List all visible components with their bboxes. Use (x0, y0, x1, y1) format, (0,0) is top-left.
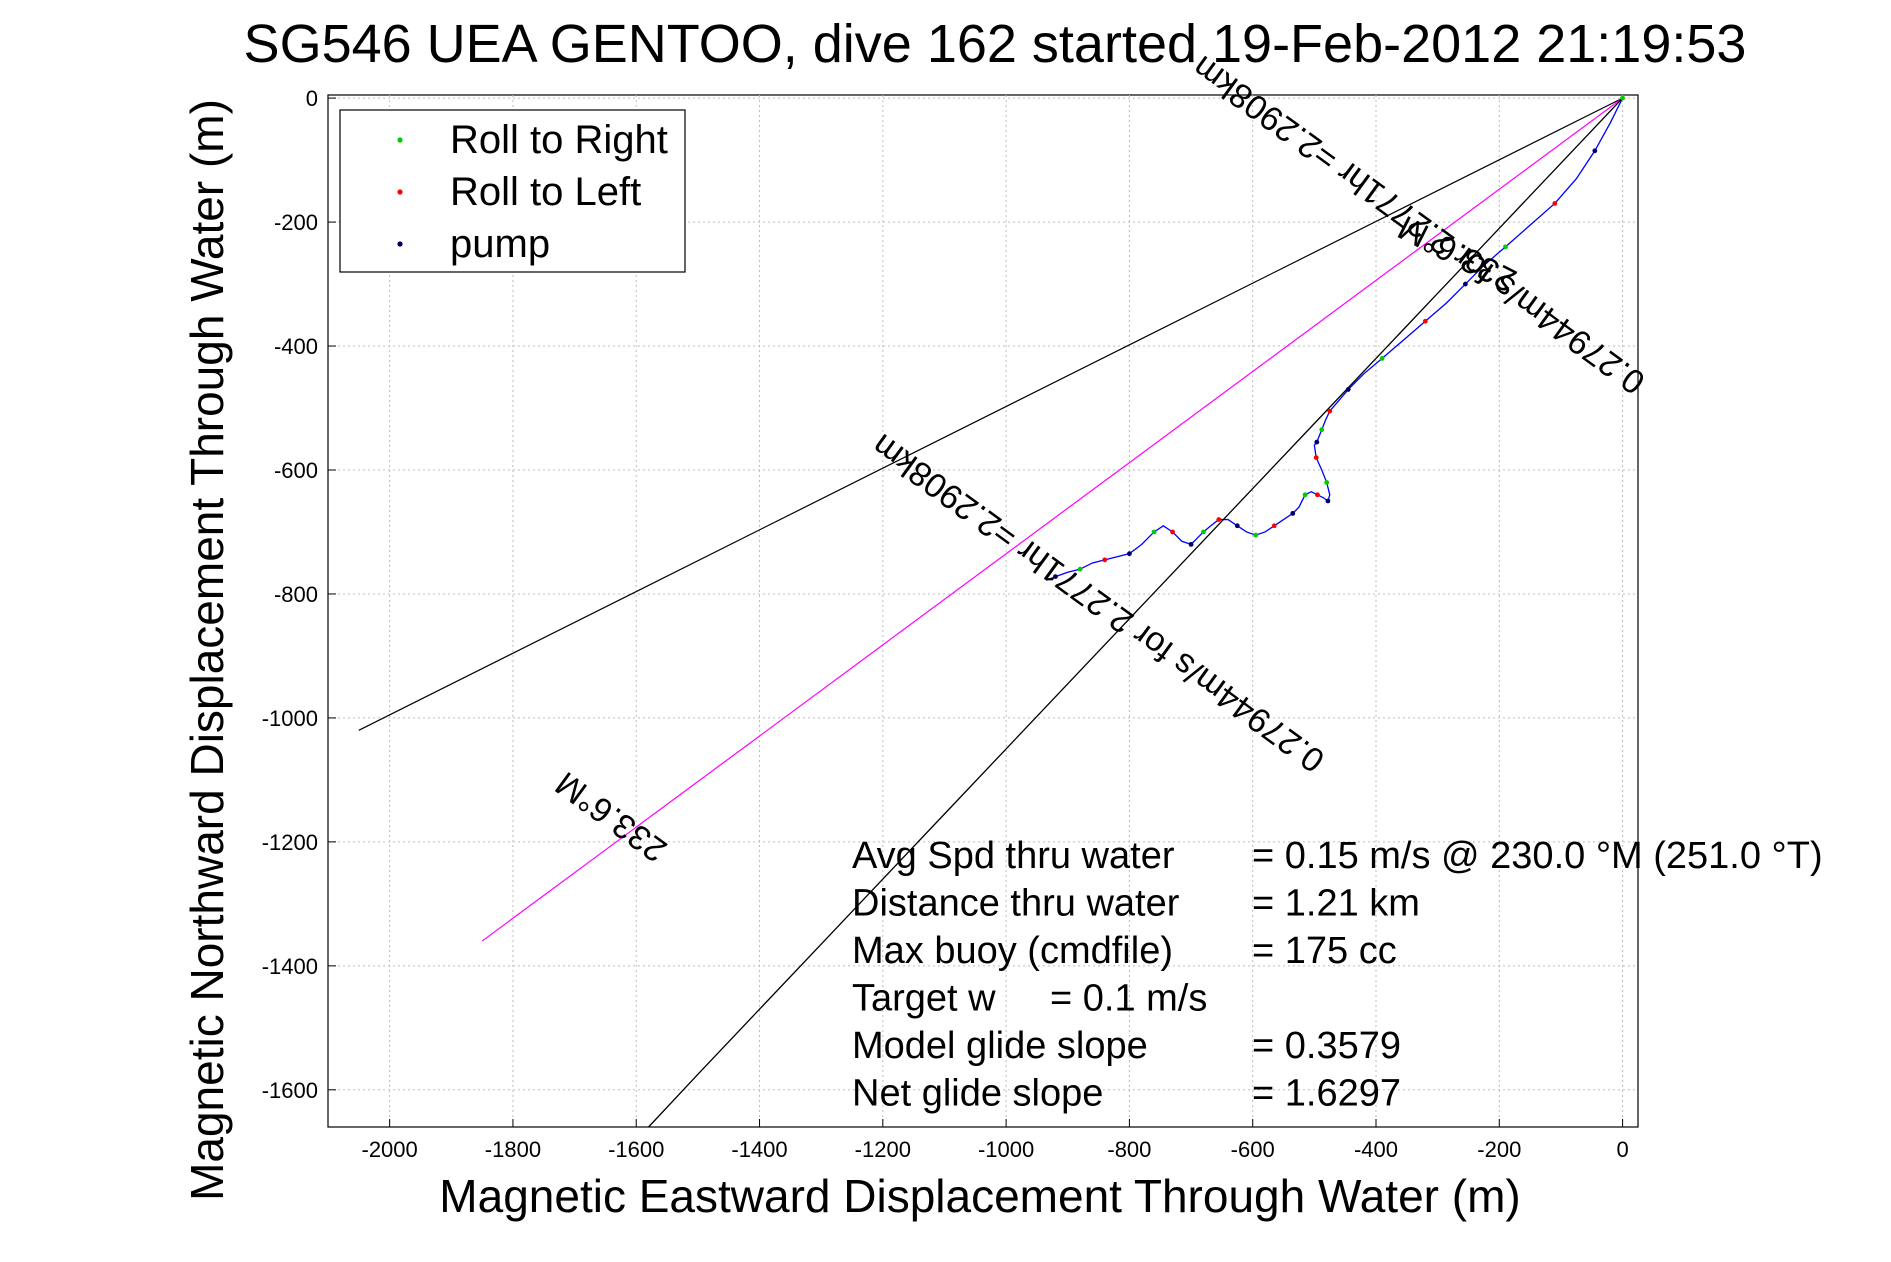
legend-label: Roll to Left (450, 170, 641, 214)
legend: Roll to Right Roll to Left pump (339, 109, 686, 273)
track-point (1592, 148, 1598, 154)
track-point (1327, 408, 1333, 414)
stat-label: Avg Spd thru water (852, 835, 1175, 877)
track-point (1102, 557, 1108, 563)
x-tick-label: -2000 (362, 1137, 418, 1162)
stats-annotations: Avg Spd thru water = 0.15 m/s @ 230.0 °M … (852, 835, 1823, 1115)
x-tick-label: -800 (1107, 1137, 1151, 1162)
y-tick-label: -1400 (262, 954, 318, 979)
chart-title: SG546 UEA GENTOO, dive 162 started 19-Fe… (244, 14, 1747, 74)
series-line (1045, 97, 1624, 581)
track-point (1552, 201, 1558, 206)
stat-value: = 1.6297 (1252, 1073, 1401, 1115)
stat-value: = 0.15 m/s @ 230.0 °M (251.0 °T) (1252, 835, 1823, 877)
track-point (1345, 387, 1351, 392)
x-tick-label: -200 (1477, 1137, 1521, 1162)
track-point (1151, 529, 1157, 535)
x-axis-ticks: -2000 -1800 -1600 -1400 -1200 -1000 -800 -600 -4… (362, 1119, 1629, 1162)
stat-value: = 0.3579 (1252, 1025, 1401, 1067)
y-tick-label: -600 (274, 458, 318, 483)
reference-lines (358, 97, 1623, 942)
stat-value: = 0.1 m/s (1050, 978, 1207, 1020)
x-tick-label: -1600 (608, 1137, 664, 1162)
track-point (1422, 318, 1428, 324)
stat-label: Target w (852, 978, 996, 1020)
series-line (648, 97, 1624, 1128)
track-point (1053, 574, 1058, 579)
track-point (1462, 281, 1468, 287)
x-tick-label: -1200 (855, 1137, 911, 1162)
track-point (1319, 427, 1325, 433)
track-point (1503, 244, 1508, 250)
stat-label: Net glide slope (852, 1073, 1103, 1115)
legend-label: Roll to Right (450, 118, 668, 162)
y-tick-label: -200 (274, 210, 318, 235)
track-point (1234, 523, 1240, 529)
y-tick-label: -1600 (262, 1078, 318, 1103)
x-tick-label: -1400 (731, 1137, 787, 1162)
track-point (1253, 532, 1259, 538)
y-tick-label: -1200 (262, 830, 318, 855)
stat-label: Model glide slope (852, 1025, 1148, 1067)
track-series (648, 95, 1625, 1128)
stat-value: = 175 cc (1252, 930, 1397, 972)
legend-marker (397, 241, 403, 247)
stat-label: Max buoy (cmdfile) (852, 930, 1173, 972)
x-tick-label: -600 (1231, 1137, 1275, 1162)
track-point (1271, 523, 1277, 529)
track-point (1315, 492, 1320, 498)
track-point (1170, 529, 1175, 535)
y-tick-label: -400 (274, 334, 318, 359)
track-point (1127, 551, 1132, 557)
stat-label: Distance thru water (852, 883, 1180, 925)
stat-value: = 1.21 km (1252, 883, 1420, 925)
track-point (1302, 492, 1308, 498)
y-tick-label: -1000 (262, 706, 318, 731)
y-axis-title: Magnetic Northward Displacement Through … (181, 99, 233, 1201)
x-tick-label: -1000 (978, 1137, 1034, 1162)
track-point (1325, 498, 1331, 504)
legend-box (339, 109, 686, 273)
reference-line (481, 97, 1623, 942)
y-tick-label: 0 (306, 86, 318, 111)
legend-marker (397, 189, 403, 195)
track-point (1314, 439, 1320, 445)
x-tick-label: 0 (1616, 1137, 1628, 1162)
y-tick-label: -800 (274, 582, 318, 607)
track-point (1290, 510, 1296, 516)
track-point (1324, 479, 1330, 485)
track-point (1216, 517, 1222, 522)
y-axis-ticks: 0 -200 -400 -600 -800 -1000 -1200 -1400 -1600 (262, 86, 336, 1103)
track-point (1077, 566, 1083, 572)
legend-marker (397, 137, 403, 143)
track-point (1620, 95, 1625, 101)
track-point (1379, 356, 1385, 361)
track-point (1313, 455, 1319, 460)
grid-lines (328, 95, 1638, 1127)
x-tick-label: -1800 (485, 1137, 541, 1162)
x-tick-label: -400 (1354, 1137, 1398, 1162)
x-axis-title: Magnetic Eastward Displacement Through W… (439, 1170, 1520, 1222)
track-point (1188, 541, 1194, 547)
reference-line (358, 97, 1623, 731)
legend-label: pump (450, 222, 550, 266)
track-point (1200, 529, 1206, 535)
